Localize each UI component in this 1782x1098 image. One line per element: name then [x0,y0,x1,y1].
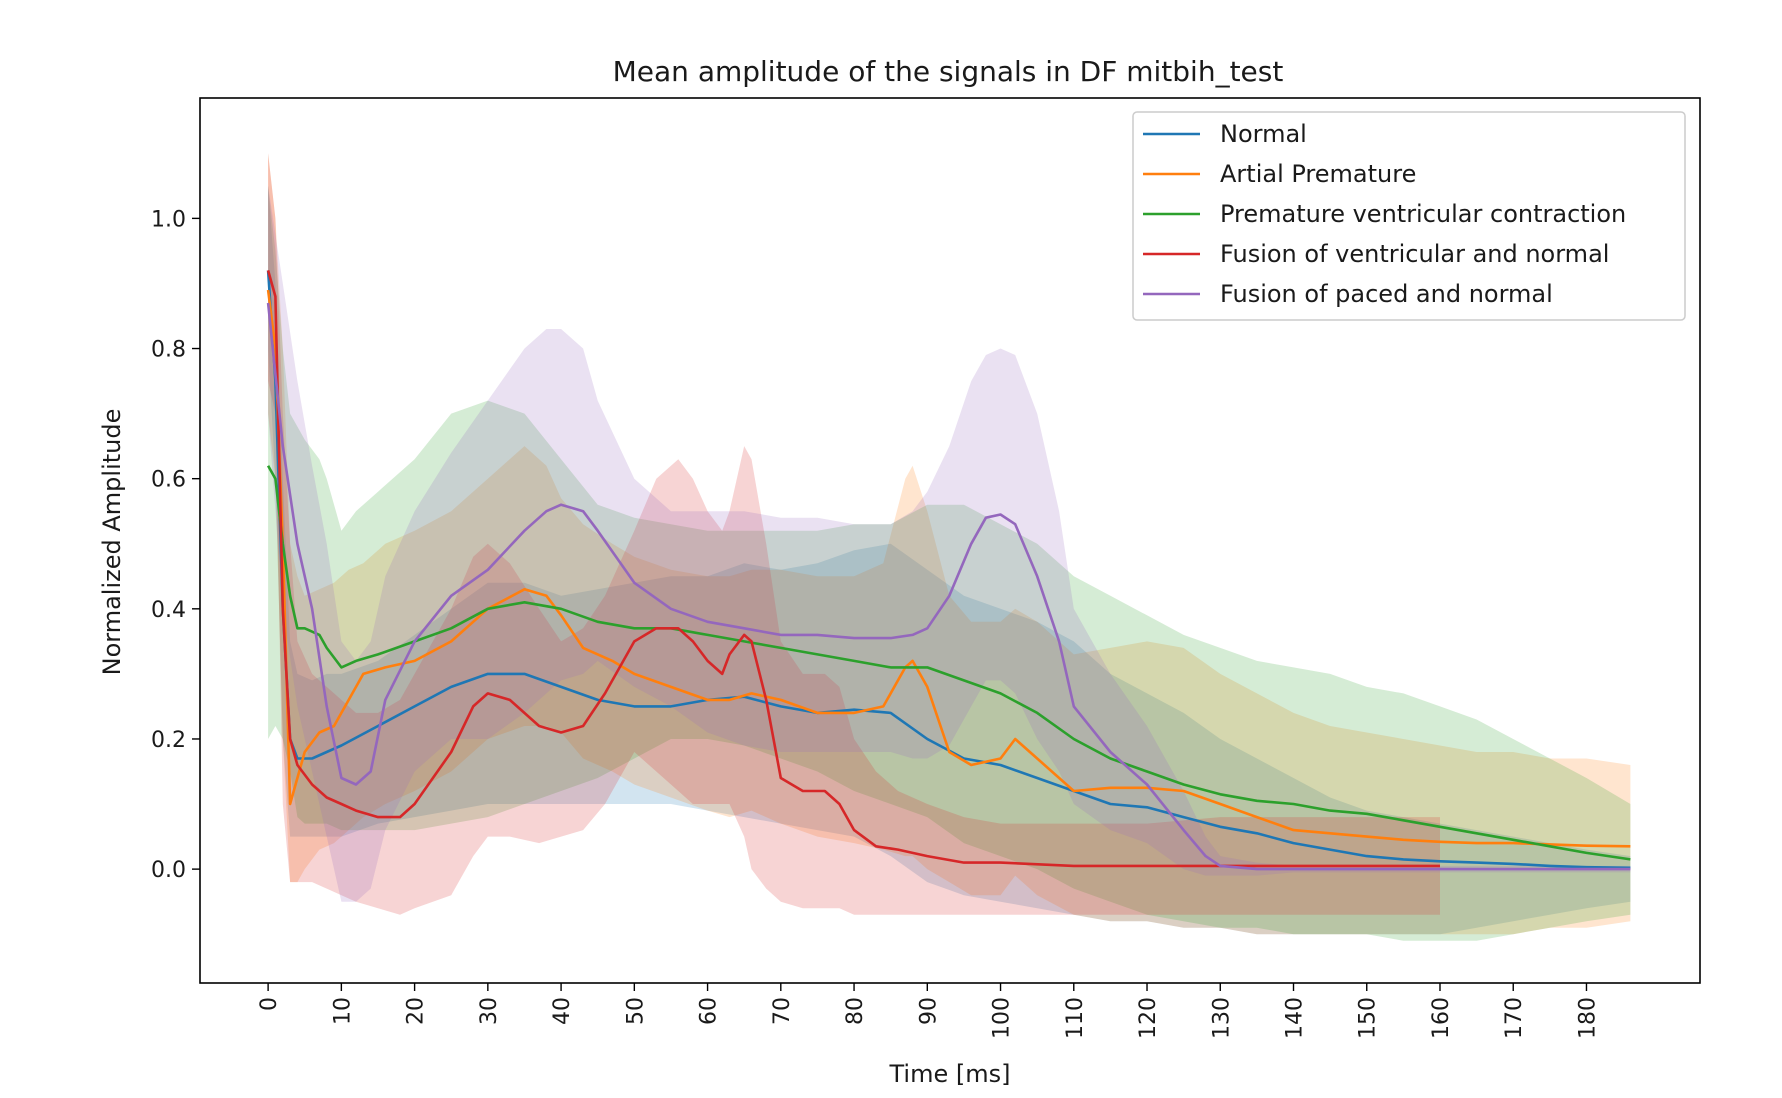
line-series-3 [266,270,1440,868]
legend-box [1132,111,1686,321]
x-tick-label-6: 60 [697,997,722,1025]
line-series-1 [266,289,1631,848]
x-tick-label-15: 150 [1356,997,1381,1039]
x-tick-label-3: 30 [477,997,502,1025]
x-tick-label-12: 120 [1136,997,1161,1039]
x-tick-label-8: 80 [843,997,868,1025]
y-tick-label-0: 0.0 [151,858,186,883]
line-series-4 [266,302,1631,871]
x-axis-label: Time [ms] [889,1060,1011,1088]
band-series-0 [268,185,1631,935]
legend-label-4: Fusion of paced and normal [1220,280,1553,308]
band-series-3 [268,153,1441,915]
x-tick-label-9: 90 [916,997,941,1025]
x-tick-label-18: 180 [1576,997,1601,1039]
line-series-2 [266,465,1631,861]
legend-label-0: Normal [1220,120,1307,148]
axes-frame [199,97,1701,984]
x-tick-label-17: 170 [1502,997,1527,1039]
x-tick-label-7: 70 [770,997,795,1025]
x-tick-label-2: 20 [404,997,429,1025]
x-tick-label-16: 160 [1429,997,1454,1039]
legend-label-1: Artial Premature [1220,160,1416,188]
x-tick-label-1: 10 [330,997,355,1025]
x-tick-label-0: 0 [257,997,282,1011]
chart-title: Mean amplitude of the signals in DF mitb… [613,55,1284,88]
y-tick-label-4: 0.8 [151,338,186,363]
band-series-4 [268,185,1631,902]
legend-label-3: Fusion of ventricular and normal [1220,240,1609,268]
x-tick-label-10: 100 [990,997,1015,1039]
plot-area [266,153,1631,941]
y-tick-label-1: 0.2 [151,728,186,753]
y-tick-label-2: 0.4 [151,598,186,623]
legend-label-2: Premature ventricular contraction [1220,200,1626,228]
band-series-1 [268,153,1631,935]
x-axis: 0 10 20 30 40 50 60 70 80 90 100 110 120 130 140 150 160… [257,983,1601,1039]
y-axis-label: Normalized Amplitude [98,409,126,676]
band-series-2 [268,185,1631,941]
x-tick-label-4: 40 [550,997,575,1025]
legend: Normal Artial Premature Premature ventricu… [1132,111,1686,321]
x-tick-label-11: 110 [1063,997,1088,1039]
x-tick-label-13: 130 [1209,997,1234,1039]
y-tick-label-3: 0.6 [151,468,186,493]
x-tick-label-14: 140 [1283,997,1308,1039]
y-axis: 0.0 0.2 0.4 0.6 0.8 1.0 [151,207,200,883]
y-tick-label-5: 1.0 [151,207,186,232]
x-tick-label-5: 50 [623,997,648,1025]
line-series-0 [266,270,1631,870]
